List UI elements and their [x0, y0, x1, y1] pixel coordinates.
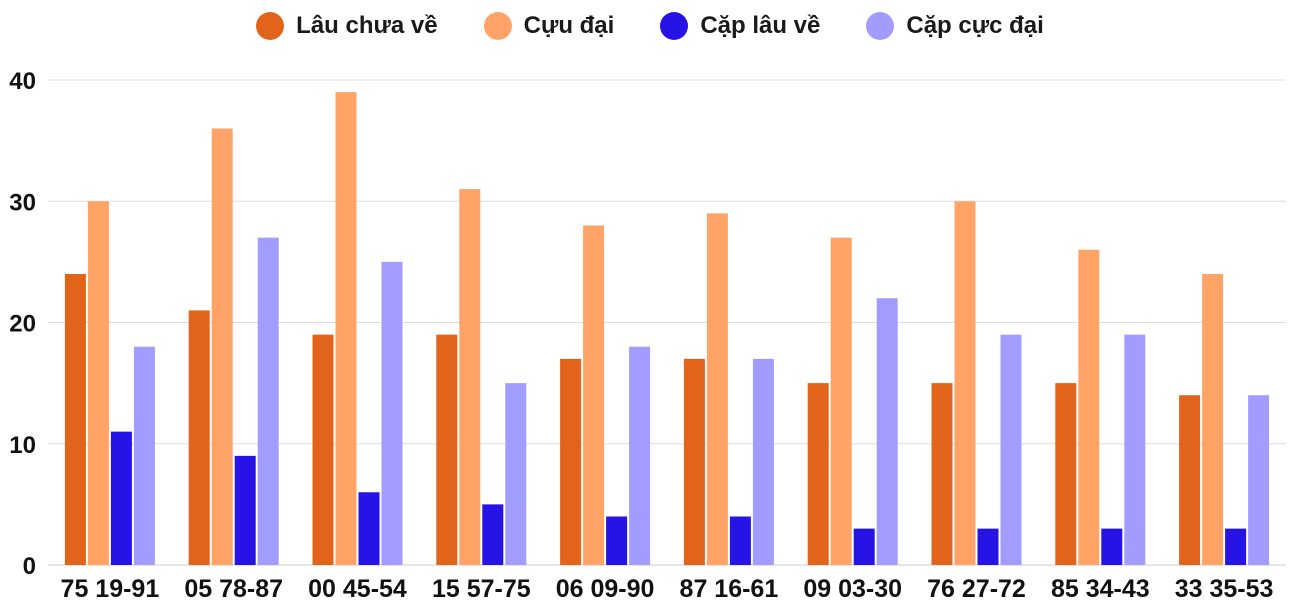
- legend-item: Lâu chưa về: [256, 12, 438, 40]
- y-tick-label: 20: [9, 311, 36, 338]
- bar-series-1: [560, 358, 582, 565]
- x-tick-label: 75 19-91: [61, 575, 160, 600]
- bar-series-2: [1078, 249, 1100, 565]
- bar-series-1: [807, 383, 829, 565]
- x-tick-label: 05 78-87: [184, 575, 283, 600]
- y-tick-label: 0: [23, 553, 36, 580]
- legend-item: Cựu đại: [483, 12, 615, 40]
- legend-label: Lâu chưa về: [296, 12, 438, 39]
- bar-series-1: [312, 334, 334, 565]
- bar-series-4: [133, 346, 155, 565]
- bar-series-3: [729, 516, 751, 565]
- bar-series-2: [954, 201, 976, 565]
- x-tick-label: 06 09-90: [556, 575, 655, 600]
- bar-series-1: [64, 274, 86, 565]
- bar-series-4: [1248, 395, 1270, 565]
- bar-series-3: [234, 455, 256, 565]
- x-tick-label: 09 03-30: [803, 575, 902, 600]
- bar-series-1: [436, 334, 458, 565]
- legend-item: Cặp lâu về: [660, 12, 820, 40]
- x-tick-label: 87 16-61: [680, 575, 779, 600]
- legend-swatch: [483, 12, 512, 40]
- x-tick-label: 33 35-53: [1175, 575, 1274, 600]
- bar-series-4: [257, 237, 279, 565]
- bar-series-1: [188, 310, 210, 565]
- bar-series-1: [1055, 383, 1077, 565]
- bar-series-2: [211, 128, 233, 565]
- bar-series-4: [381, 261, 403, 565]
- bar-series-3: [1225, 528, 1247, 565]
- legend-swatch: [256, 12, 285, 40]
- x-tick-label: 85 34-43: [1051, 575, 1150, 600]
- legend-label: Cặp cực đại: [906, 12, 1044, 39]
- bar-series-4: [1124, 334, 1146, 565]
- bar-series-2: [583, 225, 605, 565]
- bar-series-4: [629, 346, 651, 565]
- bar-series-2: [1202, 274, 1224, 565]
- x-tick-label: 00 45-54: [308, 575, 407, 600]
- legend-label: Cặp lâu về: [700, 12, 821, 39]
- x-tick-label: 76 27-72: [927, 575, 1026, 600]
- x-tick-label: 15 57-75: [432, 575, 531, 600]
- legend-item: Cặp cực đại: [866, 12, 1044, 40]
- bar-series-3: [1101, 528, 1123, 565]
- bar-series-3: [977, 528, 999, 565]
- bar-series-2: [706, 213, 728, 565]
- bar-series-1: [931, 383, 953, 565]
- bar-series-1: [683, 358, 705, 565]
- bar-series-4: [876, 298, 898, 565]
- bar-series-2: [335, 92, 357, 565]
- legend-swatch: [660, 12, 689, 40]
- bar-series-4: [752, 358, 774, 565]
- bar-series-2: [87, 201, 109, 565]
- bar-series-2: [459, 189, 481, 565]
- bar-series-2: [830, 237, 852, 565]
- bar-series-3: [110, 431, 132, 565]
- bar-series-3: [482, 504, 504, 565]
- bar-series-1: [1179, 395, 1201, 565]
- bar-series-3: [853, 528, 875, 565]
- chart-legend: Lâu chưa về Cựu đại Cặp lâu về Cặp cực đại: [0, 12, 1300, 40]
- bar-series-3: [606, 516, 628, 565]
- y-tick-label: 40: [9, 68, 36, 95]
- bar-series-3: [358, 492, 380, 565]
- legend-swatch: [866, 12, 895, 40]
- y-tick-label: 30: [9, 189, 36, 216]
- y-tick-label: 10: [9, 432, 36, 459]
- legend-label: Cựu đại: [523, 12, 615, 39]
- bar-series-4: [505, 383, 527, 565]
- bar-series-4: [1000, 334, 1022, 565]
